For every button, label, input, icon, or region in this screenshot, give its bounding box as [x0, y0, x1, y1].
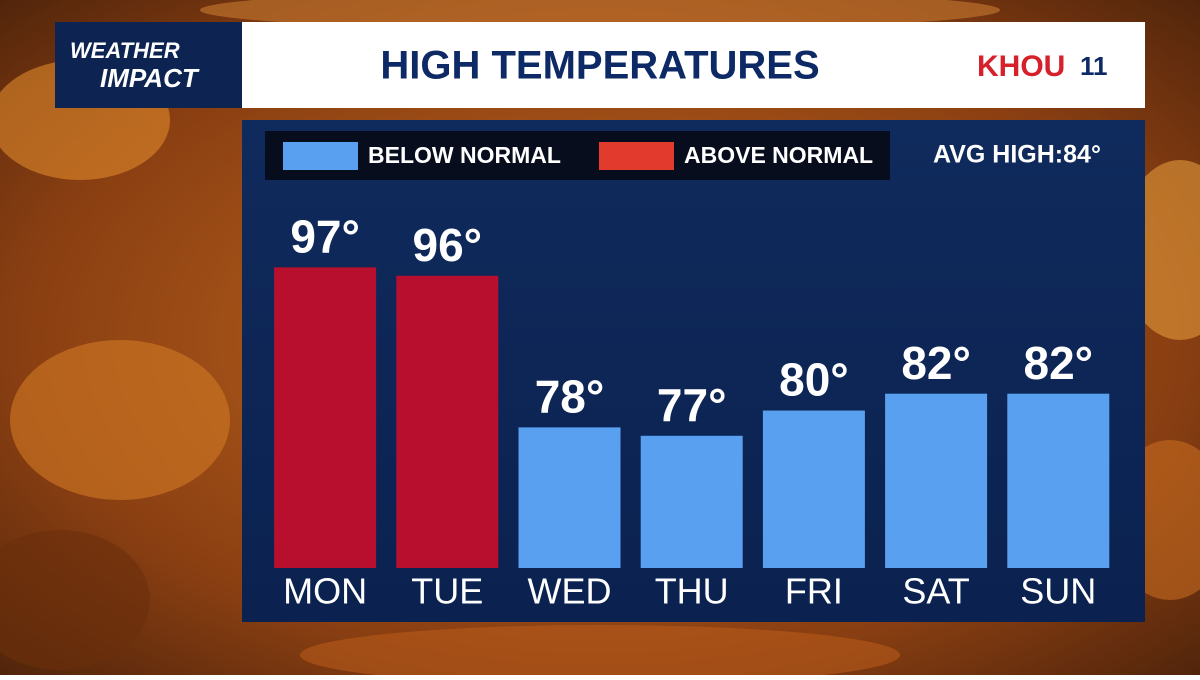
- legend-label: BELOW NORMAL: [368, 142, 561, 168]
- brand-line2: IMPACT: [100, 63, 200, 93]
- value-label: 82°: [1024, 337, 1094, 389]
- header: [242, 22, 1145, 108]
- chart-title: HIGH TEMPERATURES: [380, 44, 819, 88]
- station-logo: KHOU: [977, 50, 1065, 83]
- bar: [1007, 393, 1110, 568]
- bar: [885, 393, 988, 568]
- x-tick-label: TUE: [411, 571, 483, 612]
- legend-box: [265, 131, 890, 180]
- x-tick-label: MON: [283, 571, 367, 612]
- x-tick-label: THU: [655, 571, 729, 612]
- legend-label: ABOVE NORMAL: [684, 142, 873, 168]
- x-tick-label: SAT: [902, 571, 969, 612]
- value-label: 77°: [657, 379, 727, 431]
- channel-logo: 11: [1080, 51, 1108, 81]
- logo-box: [55, 22, 242, 108]
- legend-swatch: [599, 142, 674, 170]
- x-tick-label: WED: [528, 571, 612, 612]
- value-label: 96°: [413, 219, 483, 271]
- x-tick-label: SUN: [1020, 571, 1096, 612]
- value-label: 82°: [901, 337, 971, 389]
- x-tick-label: FRI: [785, 571, 843, 612]
- value-label: 80°: [779, 354, 849, 406]
- bar: [274, 267, 377, 568]
- value-label: 97°: [290, 211, 360, 263]
- avg-high: AVG HIGH:84°: [933, 141, 1101, 169]
- value-label: 78°: [535, 371, 605, 423]
- bar: [640, 435, 743, 568]
- bar: [762, 410, 865, 568]
- legend-swatch: [283, 142, 358, 170]
- bar: [518, 427, 621, 568]
- bar: [396, 275, 499, 568]
- brand-line1: WEATHER: [70, 38, 180, 63]
